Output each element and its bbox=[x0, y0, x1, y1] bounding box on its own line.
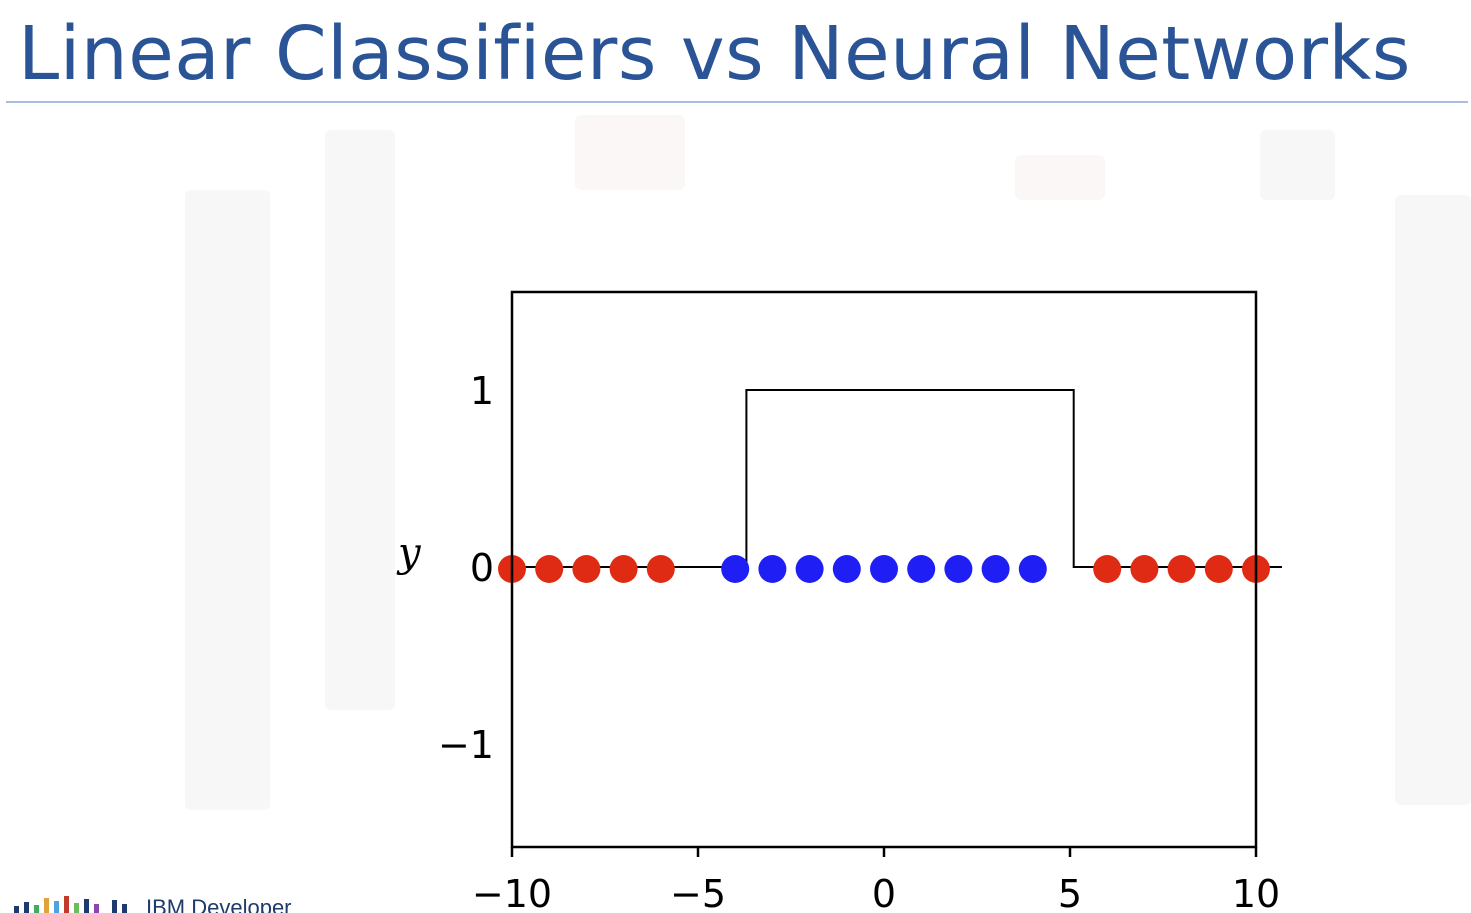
data-point-series-1-6 bbox=[1093, 555, 1122, 583]
x-tick-label: 0 bbox=[872, 872, 896, 913]
background-ghost-top-3 bbox=[1260, 130, 1335, 200]
x-tick-label: 5 bbox=[1058, 872, 1082, 913]
data-point-series-2-8 bbox=[981, 555, 1010, 583]
data-point-series-1-3 bbox=[572, 555, 601, 583]
data-point-series-1-7 bbox=[1130, 555, 1159, 583]
data-point-series-1-5 bbox=[646, 555, 675, 583]
data-point-series-1-9 bbox=[1204, 555, 1233, 583]
background-ghost-left bbox=[185, 190, 270, 810]
data-point-series-2-4 bbox=[832, 555, 861, 583]
data-point-series-2-3 bbox=[795, 555, 824, 583]
data-point-series-2-2 bbox=[758, 555, 787, 583]
y-tick-label: −1 bbox=[438, 723, 494, 767]
data-point-series-1-8 bbox=[1167, 555, 1196, 583]
x-tick-label: 10 bbox=[1232, 872, 1280, 913]
data-point-series-2-9 bbox=[1018, 555, 1047, 583]
background-ghost-left-inner bbox=[325, 130, 395, 710]
x-tick-label: −5 bbox=[670, 872, 726, 913]
logo-mark-icon bbox=[14, 896, 127, 913]
slide-title: Linear Classifiers vs Neural Networks bbox=[18, 11, 1411, 97]
data-point-series-2-1 bbox=[721, 555, 750, 583]
data-point-series-2-5 bbox=[870, 555, 898, 583]
data-point-series-2-6 bbox=[907, 555, 936, 583]
x-tick-label: −10 bbox=[472, 872, 552, 913]
logo-text: IBM Developer bbox=[146, 895, 292, 913]
data-point-series-2-7 bbox=[944, 555, 973, 583]
data-point-series-1-4 bbox=[609, 555, 638, 583]
y-tick-label: 0 bbox=[470, 546, 494, 590]
background-ghost-top-1 bbox=[575, 115, 685, 190]
title-underline bbox=[6, 101, 1468, 103]
y-tick-label: 1 bbox=[470, 369, 494, 413]
step-function-line bbox=[512, 389, 1282, 568]
chart-marks bbox=[498, 389, 1282, 583]
background-ghost-top-2 bbox=[1015, 155, 1105, 200]
y-axis-label: y bbox=[396, 530, 422, 576]
data-point-series-1-2 bbox=[535, 555, 564, 583]
ibm-developer-logo: IBM Developer bbox=[0, 888, 340, 913]
background-ghost-right bbox=[1395, 195, 1471, 805]
